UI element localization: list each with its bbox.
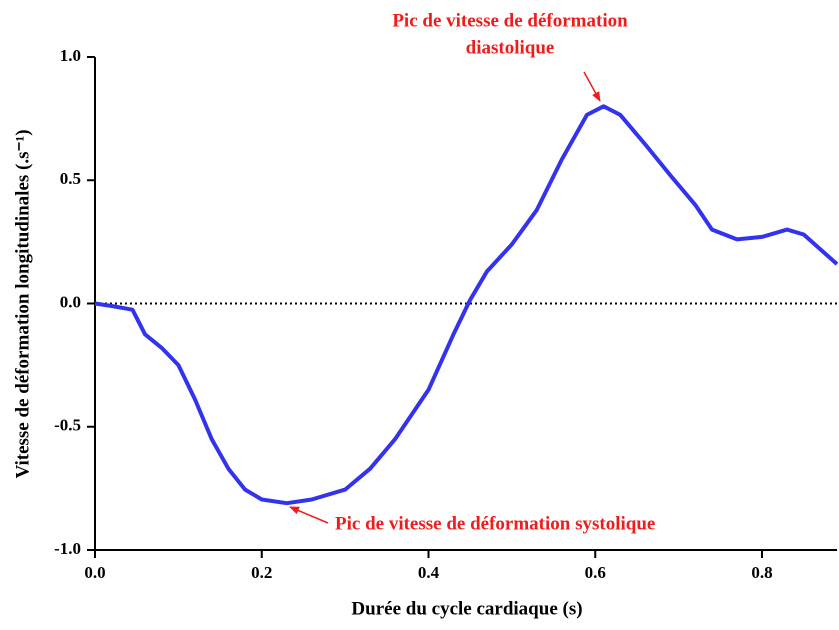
y-tick-label: 0.0	[60, 292, 81, 311]
x-axis-label: Durée du cycle cardiaque (s)	[351, 598, 582, 619]
x-tick-label: 0.2	[251, 563, 272, 582]
annotation-arrow	[289, 506, 329, 524]
y-tick-label: 0.5	[60, 169, 81, 188]
y-axis-label: Vitesse de déformation longitudinales (.…	[12, 129, 33, 478]
annotation-arrow	[583, 71, 601, 102]
x-tick-label: 0.4	[418, 563, 440, 582]
annotation-text: Pic de vitesse de déformation systolique	[335, 513, 655, 534]
y-tick-label: -1.0	[54, 539, 81, 558]
x-tick-label: 0.8	[751, 563, 772, 582]
data-line	[94, 104, 839, 506]
y-tick-label: -0.5	[54, 416, 81, 435]
x-tick-label: 0.6	[585, 563, 606, 582]
annotation-text: Pic de vitesse de déformation	[392, 10, 628, 31]
x-tick-label: 0.0	[84, 563, 105, 582]
annotation-text: diastolique	[466, 37, 555, 58]
y-tick-label: 1.0	[60, 46, 81, 65]
